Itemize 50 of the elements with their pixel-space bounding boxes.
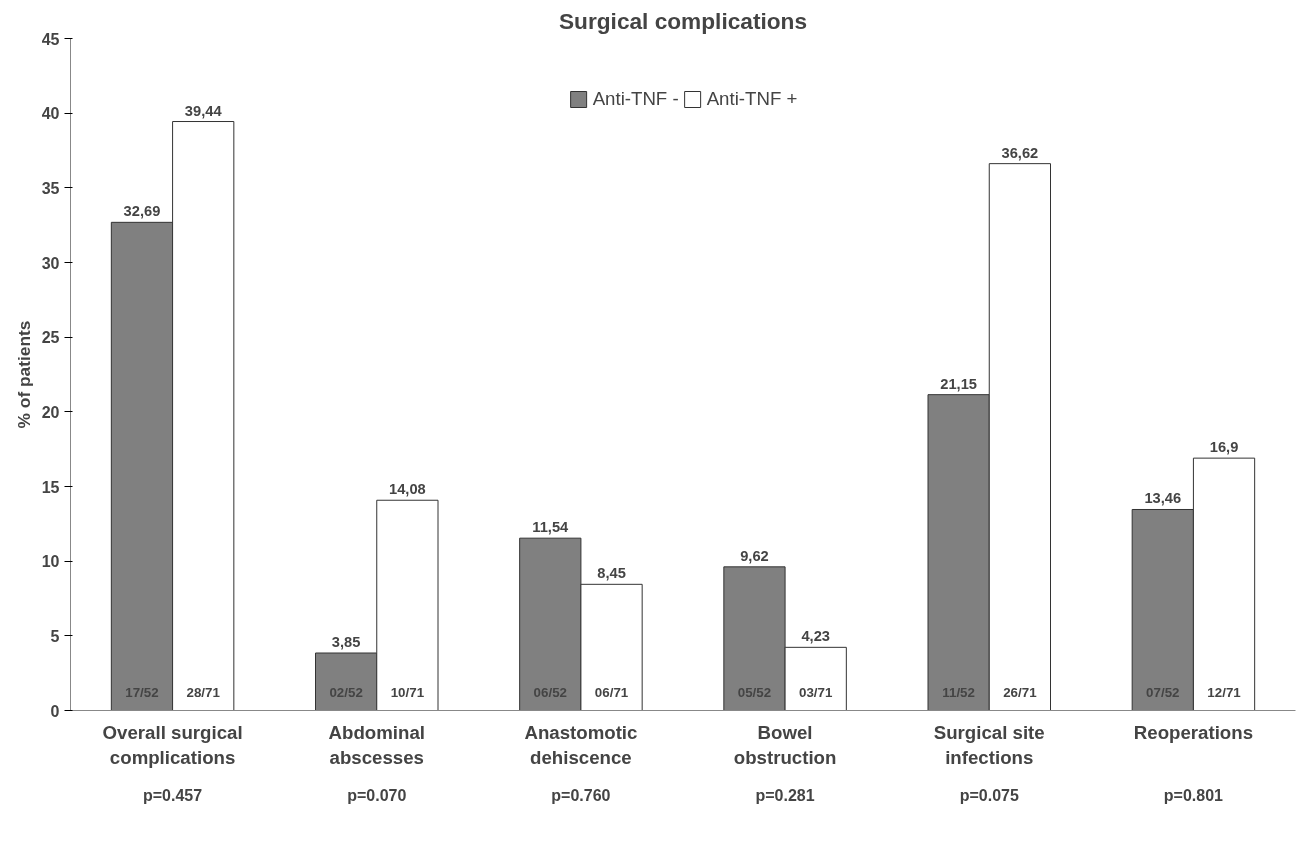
data-label: 3,85 [331,634,361,651]
text: p=0.281 [755,787,815,804]
y-tick-label: 40 [41,105,60,123]
annotation: 10/71 [390,685,425,701]
data-label: 8,45 [597,565,626,582]
annotation: 11/52 [942,685,975,701]
y-tick-label: 5 [50,627,60,645]
text: p=0.075 [959,787,1019,804]
text: p=0.070 [347,787,407,804]
y-tick-label: 20 [41,403,60,421]
data-label: 16,9 [1209,439,1239,456]
data-label: 39,44 [184,102,223,119]
x-tick-label: Reoperations [1133,721,1254,743]
annotation: 05/52 [737,685,772,701]
annotation: 06/52 [533,685,567,701]
annotation: 03/71 [799,685,833,701]
legend-label: Anti-TNF - [592,88,679,110]
data-label: 13,46 [1144,490,1182,507]
x-tick-label: Overall surgical complications [102,721,243,768]
y-tick-label: 0 [50,702,60,720]
text: p=0.457 [143,787,203,804]
annotation: 02/52 [329,685,363,701]
x-tick-label: Anastomotic dehiscence [524,721,638,768]
x-tick-label: Surgical site infections [933,721,1045,768]
annotation: 28/71 [186,685,221,701]
data-label: 21,15 [940,375,977,392]
data-label: 11,54 [532,519,570,536]
annotation: 06/71 [594,685,629,701]
y-tick-label: 25 [41,329,60,347]
y-tick-label: 30 [41,254,60,272]
y-axis-title: % of patients [13,320,34,429]
x-tick-label: Abdominal abscesses [328,721,425,768]
data-label: 36,62 [1001,144,1039,161]
y-tick-label: 35 [41,179,60,197]
annotation: 12/71 [1207,685,1242,701]
y-tick-label: 15 [41,478,60,496]
y-tick-label: 10 [41,553,60,571]
text: p=0.801 [1163,787,1224,804]
data-label: 9,62 [740,547,769,564]
x-tick-label: Bowel obstruction [733,721,837,768]
chart-title: Surgical complications [558,7,808,34]
data-label: 14,08 [389,481,426,498]
y-tick-label: 45 [41,30,60,48]
text: p=0.760 [551,787,611,804]
annotation: 07/52 [1146,685,1180,701]
annotation: 17/52 [125,685,159,701]
legend-label: Anti-TNF + [706,88,798,110]
data-label: 4,23 [801,628,830,645]
data-label: 32,69 [123,203,161,220]
annotation: 26/71 [1003,685,1038,701]
